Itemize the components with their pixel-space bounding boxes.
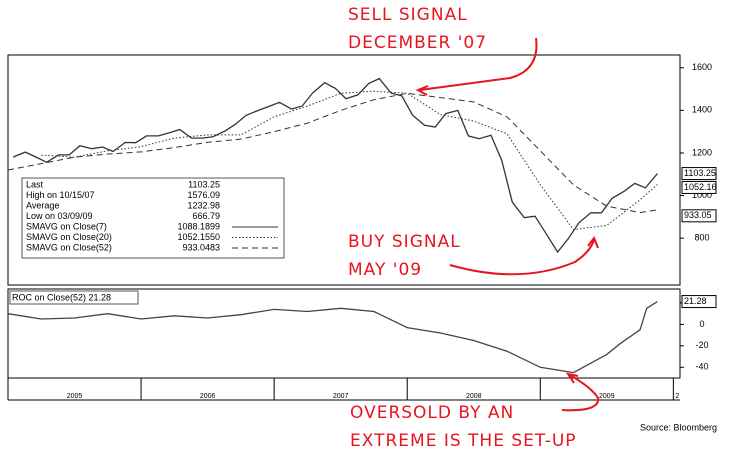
x-tick-label: 2006 [200,393,216,400]
legend-box [21,177,285,259]
legend-label: High on 10/15/07 [26,190,95,200]
arrow-head [415,85,429,96]
y-tick-label: 0 [699,319,704,329]
y-tick-label: 1400 [692,105,712,115]
legend-value: 1088.1899 [177,221,220,231]
price-tag-box [681,295,717,309]
price-tag-box [681,167,717,181]
legend-value: 1232.98 [187,200,220,210]
y-tick-label: -40 [695,362,708,372]
annotation: OVERSOLD BY AN [350,403,514,423]
panel-title: ROC on Close(52) 21.28 [12,292,111,302]
legend-label: SMAVG on Close(52) [26,242,112,252]
x-tick-label: 2 [675,393,679,400]
legend-value: 666.79 [192,211,220,221]
price-tag-box [681,180,717,194]
x-tick-label: 2009 [599,393,615,400]
annotation: SELL SIGNAL [348,5,468,25]
legend-value: 933.0483 [182,242,220,252]
y-tick-label: -20 [695,340,708,350]
price-tag-box [681,209,717,223]
annotation: EXTREME IS THE SET-UP [350,431,577,451]
y-tick-label: 1000 [692,190,712,200]
arrow-head [565,372,579,384]
legend-value: 1103.25 [188,179,220,189]
price-tag: 1052.16 [684,182,717,192]
price-tag: 1103.25 [684,168,716,178]
y-tick-label: 1600 [692,62,712,72]
x-tick-label: 2005 [67,393,83,400]
arrow [449,239,595,276]
series-line [7,92,658,214]
price-tag: 21.28 [684,296,707,306]
arrow-head [587,235,599,249]
annotation: MAY '09 [348,260,422,280]
legend-value: 1576.09 [187,190,220,200]
series-line [41,90,658,231]
arrow [561,374,600,412]
y-tick-label: 800 [694,233,709,243]
legend-label: SMAVG on Close(7) [26,221,107,231]
panel-title-box [9,290,139,305]
legend-label: Average [26,200,59,210]
legend-label: SMAVG on Close(20) [26,232,112,242]
price-tag: 933.05 [684,210,712,220]
arrow [419,37,538,91]
x-tick-label: 2007 [333,393,349,400]
annotation: BUY SIGNAL [348,232,461,252]
annotation: DECEMBER '07 [348,33,487,53]
series-line [7,301,658,374]
x-tick-label: 2008 [466,393,482,400]
source: Source: Bloomberg [640,422,717,432]
series-line [13,77,658,254]
legend-label: Last [26,179,44,189]
legend-value: 1052.1550 [177,232,220,242]
legend-label: Low on 03/09/09 [26,211,93,221]
y-tick-label: 1200 [692,147,712,157]
